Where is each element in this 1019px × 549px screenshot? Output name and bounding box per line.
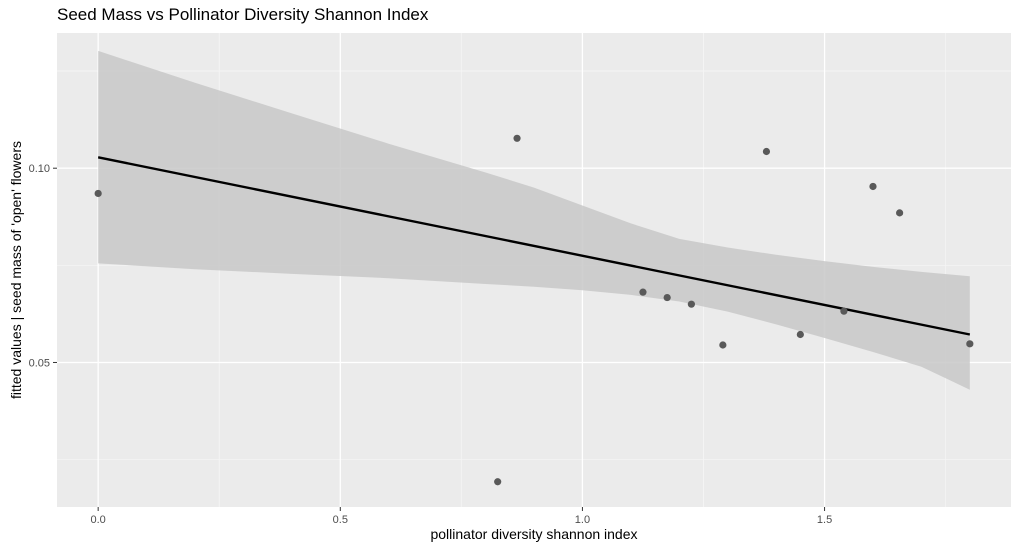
regression-line	[97, 156, 971, 336]
data-point	[639, 288, 647, 296]
data-point	[840, 307, 848, 315]
x-tick-label: 1.5	[817, 514, 832, 526]
y-tick-label: 0.10	[29, 163, 50, 175]
data-point	[869, 182, 877, 191]
data-point	[94, 189, 102, 198]
data-point	[796, 330, 804, 339]
data-point	[966, 340, 974, 348]
confidence-band	[98, 50, 970, 390]
x-tick-label: 1.0	[575, 514, 590, 526]
data-point	[687, 300, 695, 308]
data-point	[494, 478, 502, 486]
data-point	[513, 134, 521, 142]
x-axis-label: pollinator diversity shannon index	[430, 526, 638, 542]
data-point	[663, 293, 671, 302]
chart-title: Seed Mass vs Pollinator Diversity Shanno…	[57, 5, 429, 24]
y-tick-label: 0.05	[29, 357, 50, 369]
data-point	[719, 341, 727, 349]
x-tick-label: 0.5	[333, 514, 348, 526]
x-tick-label: 0.0	[91, 514, 106, 526]
data-point	[762, 147, 771, 156]
data-point	[896, 209, 904, 217]
